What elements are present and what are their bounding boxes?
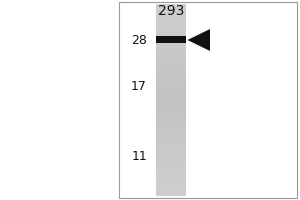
Bar xyxy=(156,62,186,65)
Bar xyxy=(156,42,186,46)
Bar xyxy=(156,52,186,55)
Bar xyxy=(156,116,186,119)
Bar xyxy=(156,90,186,94)
Bar xyxy=(156,183,186,186)
Bar xyxy=(156,106,186,110)
Bar xyxy=(156,20,186,23)
Text: 17: 17 xyxy=(131,80,147,92)
Bar xyxy=(156,97,186,100)
Bar xyxy=(118,2,297,198)
Bar xyxy=(156,14,186,17)
Bar xyxy=(156,167,186,170)
Bar xyxy=(156,129,186,132)
Bar xyxy=(156,119,186,122)
Bar xyxy=(156,65,186,68)
Bar xyxy=(156,180,186,183)
Bar xyxy=(156,145,186,148)
Bar xyxy=(156,148,186,151)
Bar xyxy=(156,164,186,167)
Bar xyxy=(156,193,186,196)
Bar xyxy=(156,4,186,7)
Bar xyxy=(156,23,186,26)
Text: 28: 28 xyxy=(131,33,147,46)
Bar xyxy=(156,81,186,84)
Bar xyxy=(156,94,186,97)
Bar xyxy=(156,33,186,36)
Bar xyxy=(156,110,186,113)
Bar xyxy=(156,68,186,71)
Bar xyxy=(156,71,186,74)
Text: 11: 11 xyxy=(131,150,147,162)
Bar xyxy=(156,84,186,87)
Bar xyxy=(156,161,186,164)
Bar xyxy=(156,10,186,14)
Bar xyxy=(156,87,186,90)
Bar xyxy=(156,78,186,81)
Bar xyxy=(156,49,186,52)
Bar xyxy=(156,103,186,106)
Bar xyxy=(156,55,186,58)
Bar xyxy=(156,170,186,174)
Bar xyxy=(156,132,186,135)
Bar xyxy=(156,36,186,39)
Bar xyxy=(156,7,186,10)
Bar xyxy=(156,186,186,190)
Bar xyxy=(156,190,186,193)
Bar xyxy=(156,138,186,142)
Polygon shape xyxy=(188,29,210,51)
Bar xyxy=(156,151,186,154)
Bar xyxy=(156,135,186,138)
Text: 293: 293 xyxy=(158,4,184,18)
Bar xyxy=(156,17,186,20)
Bar xyxy=(156,174,186,177)
Bar xyxy=(156,100,186,103)
Bar xyxy=(156,154,186,158)
Bar xyxy=(156,36,186,43)
Bar xyxy=(156,58,186,62)
Bar xyxy=(156,177,186,180)
Bar xyxy=(156,26,186,30)
Bar xyxy=(156,142,186,145)
Bar xyxy=(156,30,186,33)
Bar xyxy=(156,39,186,42)
Bar xyxy=(156,126,186,129)
Bar xyxy=(156,122,186,126)
Bar xyxy=(156,46,186,49)
Bar xyxy=(156,113,186,116)
Bar xyxy=(156,74,186,78)
Bar xyxy=(156,158,186,161)
